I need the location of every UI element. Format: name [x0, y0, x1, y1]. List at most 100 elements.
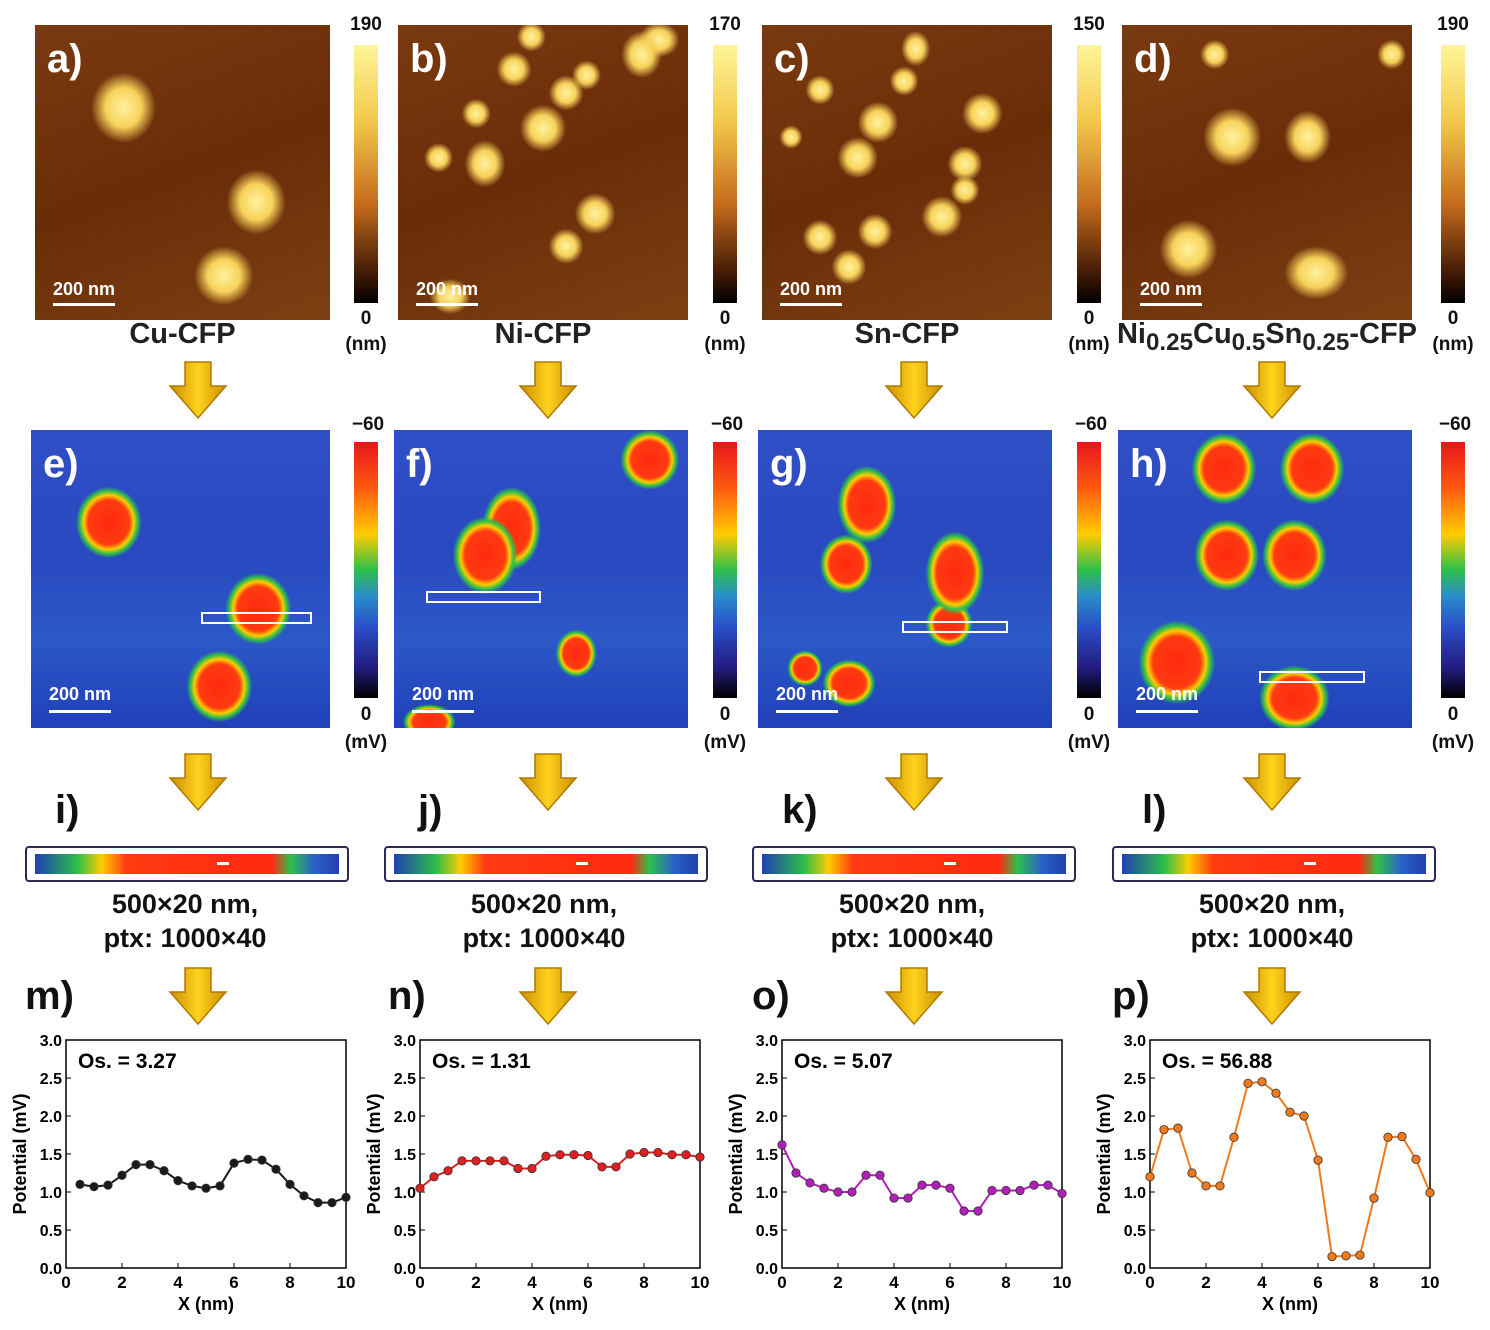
x-tick-label: 0 — [1145, 1273, 1154, 1292]
afm-height-image: c) 200 nm — [762, 25, 1052, 320]
series-line — [781, 1144, 1063, 1212]
colorbar-max-label: 190 — [350, 14, 382, 35]
panel-label: j) — [418, 788, 443, 832]
line-profile-selection — [426, 590, 541, 603]
data-point — [1355, 1250, 1365, 1260]
down-arrow-icon — [168, 361, 228, 420]
scale-mark — [944, 862, 957, 865]
data-point — [1425, 1188, 1435, 1198]
data-point — [173, 1176, 183, 1186]
data-point — [145, 1160, 155, 1170]
y-axis-label: Potential (mV) — [726, 1093, 746, 1214]
scale-bar-text: 200 nm — [780, 279, 843, 299]
scale-bar-text: 200 nm — [416, 279, 479, 299]
kpfm-potential-image: e) 200 nm — [31, 430, 330, 728]
x-tick-label: 8 — [285, 1273, 294, 1292]
pixel-count-label: ptx: 1000×40 — [103, 923, 267, 953]
y-tick-label: 2.5 — [394, 1071, 416, 1088]
data-point — [847, 1187, 857, 1197]
x-tick-label: 6 — [1313, 1273, 1322, 1292]
colorbar-unit-label: (mV) — [703, 732, 747, 753]
data-point — [1313, 1155, 1323, 1165]
y-tick-label: 1.5 — [394, 1147, 416, 1164]
data-point — [187, 1181, 197, 1191]
line-profile-selection — [201, 611, 313, 624]
colorbar-min-label: 0 — [1083, 308, 1095, 329]
x-tick-label: 0 — [415, 1273, 424, 1292]
colorbar-max-label: 150 — [1073, 14, 1105, 35]
data-point — [1411, 1154, 1421, 1164]
data-point — [819, 1183, 829, 1193]
data-point — [973, 1206, 983, 1216]
down-arrow-icon — [168, 967, 228, 1026]
data-point — [1327, 1252, 1337, 1262]
panel-label: e) — [43, 442, 79, 486]
plot-frame — [781, 1039, 1063, 1269]
data-point — [513, 1163, 523, 1174]
data-point — [75, 1179, 85, 1189]
plot-frame — [65, 1039, 347, 1269]
data-point — [201, 1183, 211, 1193]
down-arrow-icon — [518, 967, 578, 1026]
y-tick-label: 1.0 — [1124, 1185, 1146, 1202]
potential-profile-chart: 0 2 4 6 8 10 0.0 0.5 1.0 1.5 2.0 2.5 3.0 X (nm) Potent… — [726, 1033, 1071, 1314]
height-colorbar — [713, 45, 737, 303]
colorbar-max-label: −60 — [710, 414, 744, 435]
data-point — [159, 1166, 169, 1176]
line-profile-selection — [1259, 671, 1365, 684]
down-arrow-icon — [1242, 967, 1302, 1026]
x-tick-label: 2 — [471, 1273, 480, 1292]
y-tick-label: 3.0 — [1124, 1033, 1146, 1050]
scan-size-label: 500×20 nm, — [1198, 889, 1346, 919]
x-tick-label: 2 — [117, 1273, 126, 1292]
pixel-count-label: ptx: 1000×40 — [462, 923, 626, 953]
y-tick-label: 2.0 — [756, 1109, 778, 1126]
colorbar-min-label: 0 — [360, 704, 372, 725]
colorbar-min-label: 0 — [1083, 704, 1095, 725]
data-point — [625, 1149, 635, 1159]
y-tick-label: 2.0 — [40, 1109, 62, 1126]
afm-height-image: d) 200 nm — [1122, 25, 1412, 320]
data-point — [667, 1150, 677, 1160]
line-scan-image — [1122, 854, 1426, 874]
colorbar-unit-label: (mV) — [1067, 732, 1111, 753]
y-tick-label: 3.0 — [394, 1033, 416, 1050]
y-tick-label: 1.0 — [40, 1185, 62, 1202]
data-point — [499, 1156, 509, 1166]
data-point — [541, 1151, 551, 1161]
scale-bar — [776, 710, 838, 713]
panel-label: f) — [406, 442, 433, 486]
y-tick-label: 1.0 — [394, 1185, 416, 1202]
data-point — [1201, 1181, 1211, 1191]
data-point — [875, 1170, 885, 1180]
data-point — [681, 1150, 691, 1160]
x-tick-label: 4 — [173, 1273, 183, 1292]
x-tick-label: 4 — [889, 1273, 899, 1292]
data-point — [987, 1185, 997, 1196]
potential-profile-chart: 0 2 4 6 8 10 0.0 0.5 1.0 1.5 2.0 2.5 3.0 X (nm) Potent… — [1094, 1033, 1439, 1314]
potential-colorbar — [713, 442, 737, 698]
material-name: Sn-CFP — [854, 318, 960, 350]
kpfm-potential-image: f) 200 nm — [394, 430, 688, 728]
x-tick-label: 6 — [945, 1273, 954, 1292]
potential-colorbar — [1077, 442, 1101, 698]
colorbar-max-label: 170 — [709, 14, 741, 35]
y-tick-label: 0.5 — [756, 1223, 778, 1240]
panel-label: p) — [1112, 974, 1150, 1018]
scale-bar-text: 200 nm — [776, 684, 839, 704]
data-point — [1383, 1132, 1393, 1142]
data-point — [1285, 1107, 1295, 1117]
x-tick-label: 0 — [61, 1273, 70, 1292]
down-arrow-icon — [168, 753, 228, 812]
data-point — [777, 1140, 787, 1150]
y-tick-label: 3.0 — [40, 1033, 62, 1050]
panel-label: a) — [47, 37, 83, 81]
data-point — [485, 1156, 495, 1166]
data-point — [1057, 1188, 1067, 1199]
offset-annotation: Os. = 3.27 — [78, 1050, 177, 1073]
data-point — [945, 1183, 955, 1193]
line-scan-strip — [25, 846, 349, 882]
data-point — [89, 1182, 99, 1192]
data-point — [103, 1180, 113, 1190]
x-axis-label: X (nm) — [532, 1294, 588, 1314]
